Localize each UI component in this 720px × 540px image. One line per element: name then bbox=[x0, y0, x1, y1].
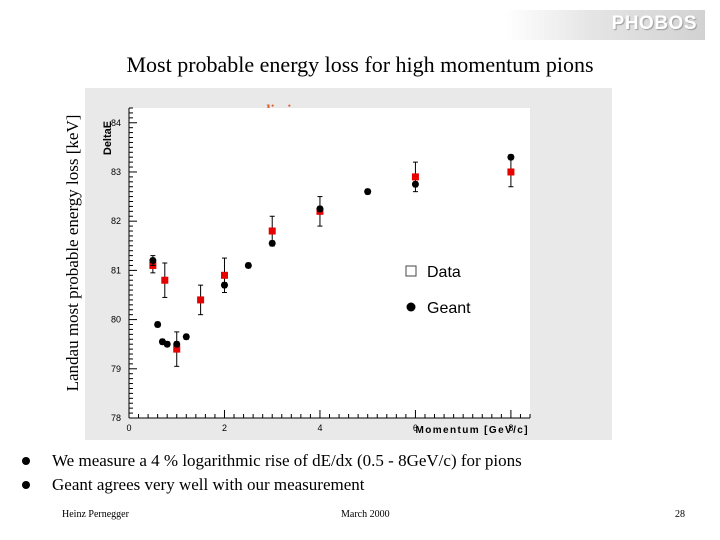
geant-point-marker bbox=[244, 261, 252, 269]
data-point-marker bbox=[173, 345, 181, 353]
y-tick-label: 79 bbox=[111, 364, 121, 374]
data-point-marker bbox=[161, 276, 169, 284]
plot-panel: preliminary DeltaE Momentum [GeV/c] 7879… bbox=[85, 88, 612, 440]
energy-loss-chart: preliminary DeltaE Momentum [GeV/c] 7879… bbox=[102, 103, 531, 436]
x-tick-label: 4 bbox=[317, 423, 322, 433]
slide-title: Most probable energy loss for high momen… bbox=[126, 52, 594, 77]
bullet-text: Geant agrees very well with our measurem… bbox=[52, 475, 365, 494]
y-tick-label: 82 bbox=[111, 216, 121, 226]
x-tick-label: 0 bbox=[126, 423, 131, 433]
geant-point-marker bbox=[163, 340, 171, 348]
geant-point-marker bbox=[507, 153, 515, 161]
geant-point-marker bbox=[173, 340, 181, 348]
footer-author: Heinz Pernegger bbox=[62, 509, 129, 520]
legend-label: Data bbox=[427, 264, 461, 281]
axes: 78 79 80 81 82 83 84 0 2 4 6 8 bbox=[111, 107, 531, 433]
legend-label: Geant bbox=[427, 300, 471, 317]
data-point-marker bbox=[268, 227, 276, 235]
legend: Data Geant bbox=[405, 264, 471, 317]
outer-y-axis-label: Landau most probable energy loss [keV] bbox=[63, 114, 82, 392]
geant-point-marker bbox=[220, 281, 228, 289]
geant-point-marker bbox=[154, 321, 162, 329]
x-axis-label: Momentum [GeV/c] bbox=[415, 425, 529, 436]
phobos-logo: PHOBOS bbox=[505, 10, 705, 40]
inner-y-axis-label: DeltaE bbox=[102, 121, 114, 155]
geant-point-marker bbox=[411, 180, 419, 188]
plot-area bbox=[129, 108, 530, 418]
footer-date: March 2000 bbox=[341, 509, 390, 520]
y-tick-label: 81 bbox=[111, 265, 121, 275]
data-marks bbox=[149, 153, 515, 367]
bullet-text: We measure a 4 % logarithmic rise of dE/… bbox=[52, 451, 522, 470]
y-tick-label: 80 bbox=[111, 315, 121, 325]
data-point-marker bbox=[220, 271, 228, 279]
data-point-marker bbox=[507, 168, 515, 176]
y-tick-label: 83 bbox=[111, 167, 121, 177]
x-tick-label: 6 bbox=[413, 423, 418, 433]
data-point-marker bbox=[411, 173, 419, 181]
geant-point-marker bbox=[268, 239, 276, 247]
geant-point-marker bbox=[149, 257, 157, 265]
y-tick-label: 78 bbox=[111, 413, 121, 423]
data-point-marker bbox=[197, 296, 205, 304]
legend-square-icon bbox=[405, 265, 417, 277]
geant-point-marker bbox=[182, 333, 190, 341]
x-tick-label: 2 bbox=[222, 423, 227, 433]
geant-point-marker bbox=[316, 205, 324, 213]
y-tick-label: 84 bbox=[111, 118, 121, 128]
phobos-logo-text: PHOBOS bbox=[611, 13, 697, 34]
bullet-dot-icon bbox=[22, 481, 30, 489]
bullet-dot-icon bbox=[22, 457, 30, 465]
legend-circle-icon bbox=[406, 302, 416, 312]
geant-point-marker bbox=[364, 188, 372, 196]
footer-page-number: 28 bbox=[675, 509, 685, 520]
x-tick-label: 8 bbox=[508, 423, 513, 433]
